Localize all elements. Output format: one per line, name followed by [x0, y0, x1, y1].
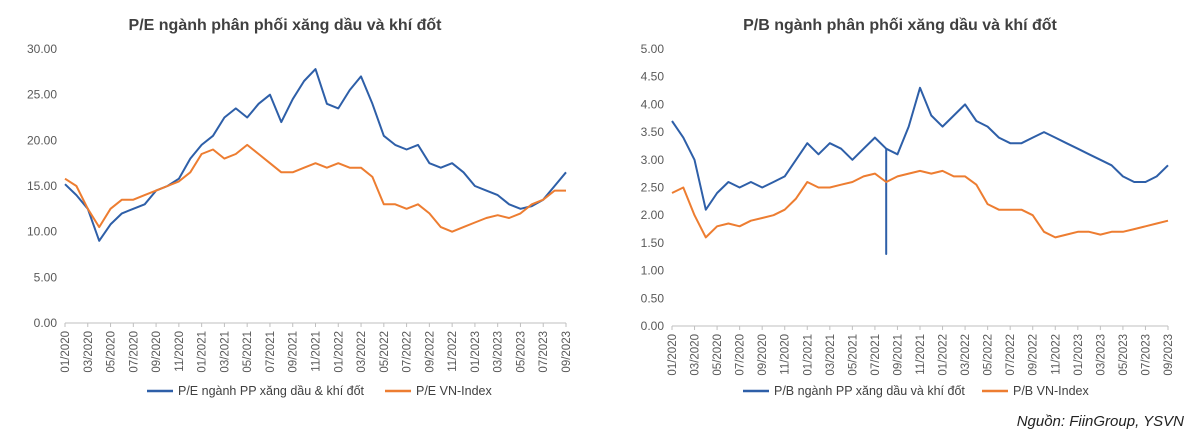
chart-1-series-0-line: [671, 86, 1169, 255]
chart-0-y-tick-label: 10.00: [27, 225, 57, 239]
chart-1-x-tick-label: 07/2022: [1005, 334, 1017, 376]
chart-1-x-tick-label: 03/2022: [960, 334, 972, 376]
chart-0-title: P/E ngành phân phối xăng dầu và khí đốt: [129, 17, 443, 34]
chart-1-x-tick-label: 03/2021: [825, 334, 837, 376]
chart-0-x-tick-label: 05/2020: [106, 331, 118, 373]
chart-1-x-tick-label: 03/2020: [690, 334, 702, 376]
chart-0-x-tick-label: 11/2021: [311, 331, 323, 372]
chart-1-y-tick-label: 1.00: [641, 264, 665, 278]
chart-0-x-tick-label: 07/2021: [265, 331, 277, 373]
chart-0-y-tick-label: 20.00: [27, 133, 57, 147]
chart-1-x-tick-label: 03/2023: [1095, 334, 1107, 376]
chart-1-x-tick-label: 05/2021: [847, 334, 859, 376]
chart-0-x-tick-label: 01/2023: [470, 331, 482, 373]
chart-1-x-tick-label: 07/2023: [1140, 334, 1152, 376]
chart-1-x-tick-label: 01/2022: [938, 334, 950, 376]
chart-1-x-tick-label: 05/2023: [1118, 334, 1130, 376]
chart-1-y-tick-label: 3.00: [641, 153, 665, 167]
chart-1-x-tick-label: 05/2022: [983, 334, 995, 376]
chart-1-y-tick-label: 3.50: [641, 125, 665, 139]
chart-0-y-tick-label: 30.00: [27, 42, 57, 56]
chart-0-x-tick-label: 09/2021: [288, 331, 300, 373]
chart-1-y-tick-label: 0.00: [641, 319, 665, 333]
chart-1-x-tick-label: 01/2023: [1073, 334, 1085, 376]
chart-0-y-tick-label: 0.00: [34, 316, 58, 330]
chart-1-x-tick-label: 09/2022: [1028, 334, 1040, 376]
pb-chart: P/B ngành phân phối xăng dầu và khí đốt 0…: [641, 17, 1175, 398]
chart-0-x-tick-label: 03/2021: [219, 331, 231, 373]
chart-0-x-tick-label: 01/2022: [333, 331, 345, 373]
chart-1-y-tick-label: 5.00: [641, 42, 665, 56]
pb-chart-panel: P/B ngành phân phối xăng dầu và khí đốt 0…: [600, 0, 1200, 410]
chart-0-legend-label-1: P/E VN-Index: [416, 384, 492, 398]
chart-1-x-tick-label: 09/2023: [1163, 334, 1175, 376]
chart-1-x-tick-label: 09/2020: [757, 334, 769, 376]
chart-0-y-tick-label: 15.00: [27, 179, 57, 193]
chart-0-x-tick-label: 05/2021: [242, 331, 254, 373]
chart-1-y-tick-label: 1.50: [641, 236, 665, 250]
chart-1-x-tick-label: 01/2021: [802, 334, 814, 376]
chart-1-y-tick-label: 2.50: [641, 181, 665, 195]
chart-0-x-tick-label: 09/2020: [151, 331, 163, 373]
pe-chart: P/E ngành phân phối xăng dầu và khí đốt 0…: [27, 17, 573, 398]
chart-1-x-tick-label: 01/2020: [667, 334, 679, 376]
chart-1-legend-label-0: P/B ngành PP xăng dầu và khí đốt: [774, 384, 965, 398]
chart-1-y-tick-label: 0.50: [641, 291, 665, 305]
pe-chart-panel: P/E ngành phân phối xăng dầu và khí đốt 0…: [0, 0, 600, 410]
chart-1-x-tick-label: 07/2021: [870, 334, 882, 376]
chart-1-x-tick-label: 09/2021: [892, 334, 904, 376]
chart-0-x-tick-label: 03/2020: [83, 331, 95, 373]
chart-0-x-tick-label: 11/2020: [174, 331, 186, 372]
chart-0-y-tick-label: 25.00: [27, 88, 57, 102]
chart-1-x-tick-label: 11/2020: [780, 334, 792, 375]
chart-0-x-tick-label: 09/2022: [424, 331, 436, 373]
chart-1-x-tick-label: 11/2022: [1050, 334, 1062, 375]
chart-0-series-0-line: [64, 68, 567, 242]
chart-0-series-1-line: [64, 143, 566, 233]
chart-0-x-tick-label: 03/2023: [493, 331, 505, 373]
chart-0-x-tick-label: 03/2022: [356, 331, 368, 373]
chart-0-y-tick-label: 5.00: [34, 270, 58, 284]
chart-0-x-tick-label: 09/2023: [561, 331, 573, 373]
chart-1-y-tick-label: 4.00: [641, 97, 665, 111]
chart-1-y-tick-label: 4.50: [641, 70, 665, 84]
chart-1-title: P/B ngành phân phối xăng dầu và khí đốt: [743, 17, 1057, 34]
source-note: Nguồn: FiinGroup, YSVN: [1016, 413, 1184, 430]
chart-1-x-tick-label: 05/2020: [712, 334, 724, 376]
chart-0-x-tick-label: 01/2020: [60, 331, 72, 373]
chart-0-x-tick-label: 05/2022: [379, 331, 391, 373]
chart-1-legend-label-1: P/B VN-Index: [1013, 384, 1089, 398]
chart-0-x-tick-label: 11/2022: [447, 331, 459, 372]
chart-1-y-tick-label: 2.00: [641, 208, 665, 222]
chart-0-x-tick-label: 07/2020: [128, 331, 140, 373]
chart-1-series-1-line: [671, 169, 1169, 239]
chart-1-x-tick-label: 11/2021: [915, 334, 927, 375]
chart-1-x-tick-label: 07/2020: [735, 334, 747, 376]
chart-0-x-tick-label: 05/2023: [515, 331, 527, 373]
chart-0-legend-label-0: P/E ngành PP xăng dầu & khí đốt: [178, 384, 365, 398]
chart-0-x-tick-label: 07/2023: [538, 331, 550, 373]
chart-0-x-tick-label: 01/2021: [197, 331, 209, 373]
chart-0-x-tick-label: 07/2022: [402, 331, 414, 373]
